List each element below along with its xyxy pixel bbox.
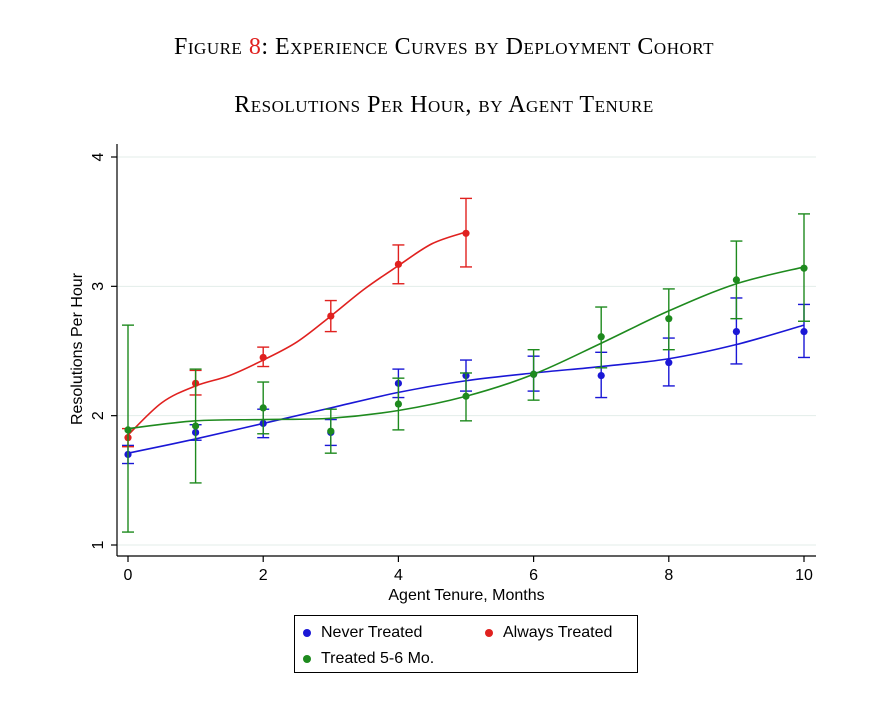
legend-marker-never-treated [303,629,311,637]
x-tick-label-3: 6 [529,567,538,584]
legend-item-never-treated: Never Treated [303,624,422,642]
point-treated-5-6-7 [597,333,605,341]
point-never-treated-8 [665,359,673,367]
y-tick-label-2: 3 [90,282,107,291]
point-never-treated-7 [597,371,605,380]
figure-title-text: : Experience Curves by Deployment Cohort [261,34,714,60]
x-axis-title: Agent Tenure, Months [388,587,544,604]
figure-label: Figure [174,34,243,60]
x-tick-label-5: 10 [795,567,813,584]
x-tick-label-4: 8 [664,567,673,584]
legend-marker-always-treated [485,629,493,637]
point-never-treated-9 [732,328,741,336]
experience-curves-chart: 1 2 3 4 0 2 4 6 8 10 Agent Tenure, Months Resolutio… [69,144,816,604]
point-treated-5-6-8 [665,315,673,323]
point-treated-5-6-10 [800,264,808,272]
point-always-treated-3 [327,312,335,320]
legend-item-always-treated: Always Treated [485,624,612,642]
point-treated-5-6-0 [124,426,132,434]
figure-number: 8 [248,34,262,60]
point-always-treated-2 [259,353,267,362]
chart-legend: Never Treated Always Treated Treated 5-6… [294,615,638,673]
figure-title: Figure 8: Experience Curves by Deploymen… [0,34,888,61]
legend-label-treated-5-6: Treated 5-6 Mo. [321,650,435,667]
legend-label-always-treated: Always Treated [503,624,613,641]
point-treated-5-6-6 [530,370,538,378]
point-always-treated-4 [394,260,402,268]
point-treated-5-6-4 [394,400,402,408]
y-tick-label-3: 4 [90,152,107,161]
point-treated-5-6-1 [192,422,200,430]
point-treated-5-6-2 [259,404,267,412]
y-axis-title: Resolutions Per Hour [69,272,86,425]
legend-marker-treated-5-6 [303,655,311,663]
legend-item-treated-5-6: Treated 5-6 Mo. [303,650,434,668]
x-tick-label-2: 4 [394,567,403,584]
point-always-treated-5 [462,229,470,237]
legend-label-never-treated: Never Treated [321,624,423,641]
point-never-treated-10 [800,328,808,336]
x-tick-label-1: 2 [259,567,268,584]
fit-curve-always-treated [127,231,467,436]
point-treated-5-6-9 [732,276,741,284]
chart-subtitle: Resolutions Per Hour, by Agent Tenure [234,92,654,118]
point-treated-5-6-5 [462,392,470,400]
y-tick-label-1: 2 [90,411,107,420]
x-tick-label-0: 0 [124,567,133,584]
point-treated-5-6-3 [327,427,335,435]
y-tick-label-0: 1 [90,540,107,549]
